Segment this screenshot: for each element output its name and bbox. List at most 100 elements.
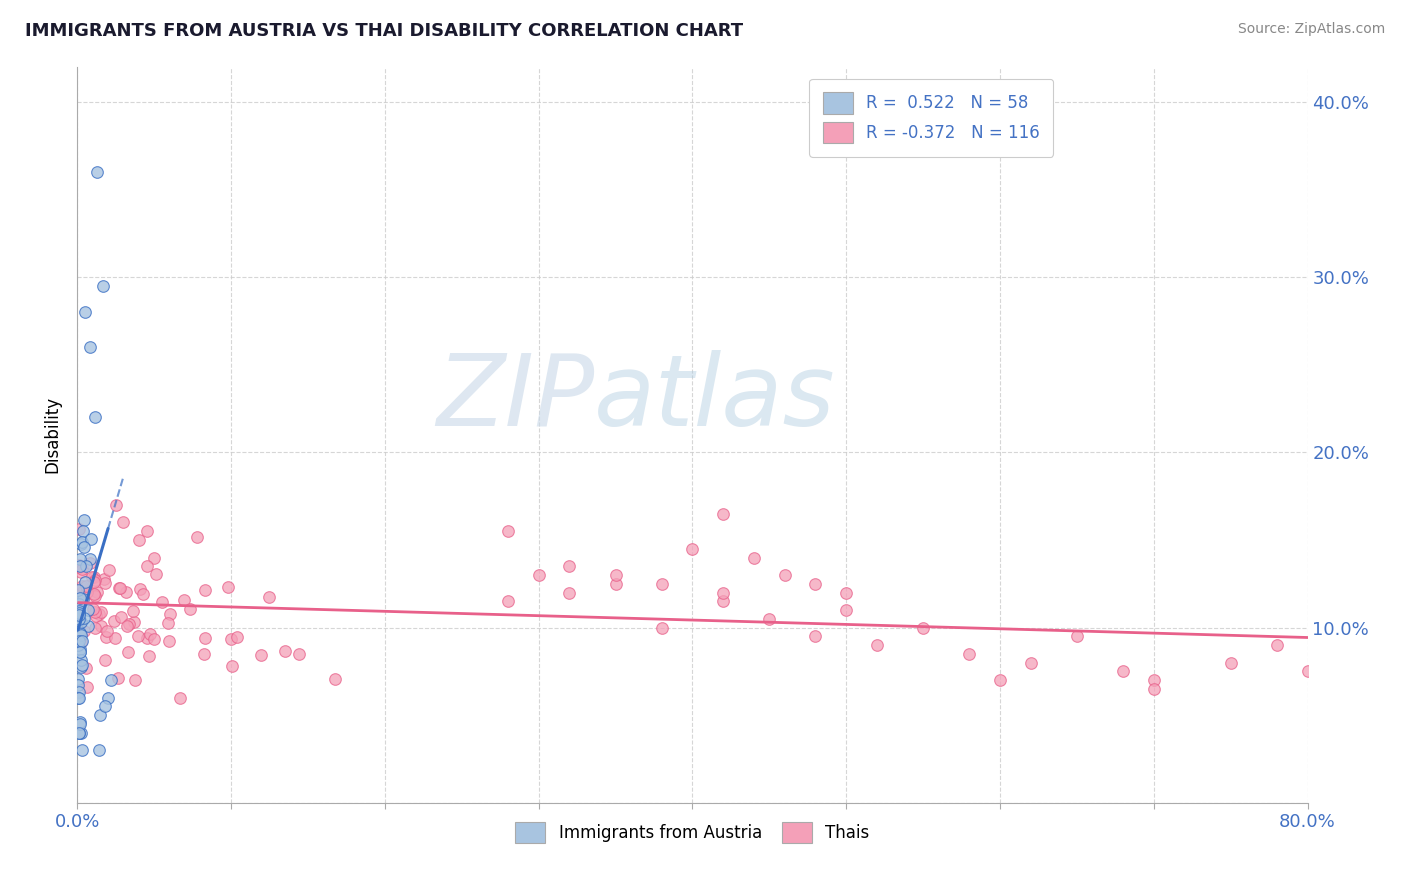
Point — [69, 598, 91, 612]
Point — [249, 648, 271, 662]
Point — [79, 340, 101, 354]
Point — [73, 624, 96, 638]
Point — [104, 631, 127, 645]
Point — [67, 633, 90, 648]
Point — [67, 622, 90, 636]
Point — [83, 589, 105, 603]
Point — [496, 524, 519, 539]
Point — [67, 604, 90, 618]
Text: IMMIGRANTS FROM AUSTRIA VS THAI DISABILITY CORRELATION CHART: IMMIGRANTS FROM AUSTRIA VS THAI DISABILI… — [25, 22, 744, 40]
Point — [66, 672, 89, 686]
Point — [75, 559, 97, 574]
Point — [866, 638, 889, 652]
Point — [69, 591, 91, 605]
Point — [1143, 673, 1166, 687]
Point — [77, 619, 100, 633]
Point — [69, 537, 91, 551]
Point — [82, 570, 104, 584]
Point — [129, 582, 152, 597]
Point — [1296, 665, 1319, 679]
Point — [67, 558, 90, 572]
Point — [605, 568, 627, 582]
Point — [135, 524, 157, 539]
Point — [70, 615, 93, 630]
Point — [72, 658, 94, 673]
Point — [70, 627, 93, 641]
Point — [84, 410, 107, 425]
Point — [69, 558, 91, 573]
Point — [90, 605, 112, 619]
Point — [117, 645, 139, 659]
Point — [66, 614, 89, 628]
Point — [193, 647, 215, 661]
Point — [69, 725, 91, 739]
Point — [558, 585, 581, 599]
Point — [83, 574, 105, 589]
Point — [83, 573, 105, 587]
Point — [69, 653, 91, 667]
Point — [912, 621, 935, 635]
Point — [150, 595, 173, 609]
Point — [67, 559, 90, 574]
Point — [173, 593, 195, 607]
Point — [957, 647, 980, 661]
Point — [93, 573, 115, 587]
Point — [527, 568, 550, 582]
Point — [72, 634, 94, 648]
Point — [142, 632, 165, 646]
Point — [136, 631, 159, 645]
Point — [67, 612, 90, 626]
Point — [124, 615, 146, 629]
Point — [496, 594, 519, 608]
Point — [1066, 629, 1088, 643]
Point — [169, 690, 191, 705]
Point — [115, 585, 138, 599]
Point — [67, 607, 90, 622]
Point — [157, 615, 180, 630]
Point — [219, 632, 242, 646]
Point — [117, 618, 139, 632]
Point — [70, 578, 93, 592]
Point — [122, 604, 145, 618]
Point — [79, 557, 101, 571]
Point — [128, 533, 150, 547]
Point — [73, 575, 96, 590]
Point — [70, 660, 93, 674]
Point — [67, 583, 90, 598]
Point — [1112, 665, 1135, 679]
Point — [70, 562, 93, 576]
Point — [1019, 656, 1042, 670]
Point — [118, 616, 141, 631]
Point — [139, 626, 162, 640]
Point — [69, 645, 91, 659]
Point — [70, 635, 93, 649]
Point — [145, 566, 167, 581]
Point — [69, 725, 91, 739]
Point — [69, 641, 91, 656]
Point — [94, 699, 117, 714]
Point — [138, 649, 160, 664]
Point — [73, 540, 96, 554]
Text: ZIP: ZIP — [436, 350, 595, 447]
Point — [94, 630, 117, 644]
Point — [325, 673, 347, 687]
Point — [67, 685, 90, 699]
Point — [84, 621, 107, 635]
Point — [136, 559, 159, 574]
Point — [112, 516, 135, 530]
Point — [66, 691, 89, 706]
Point — [93, 279, 115, 293]
Point — [70, 743, 93, 757]
Point — [75, 578, 97, 592]
Point — [711, 585, 734, 599]
Point — [67, 690, 90, 705]
Point — [758, 612, 780, 626]
Point — [142, 550, 165, 565]
Point — [651, 621, 673, 635]
Point — [1219, 656, 1241, 670]
Point — [651, 576, 673, 591]
Point — [90, 618, 112, 632]
Point — [73, 588, 96, 602]
Point — [558, 559, 581, 574]
Point — [835, 585, 858, 599]
